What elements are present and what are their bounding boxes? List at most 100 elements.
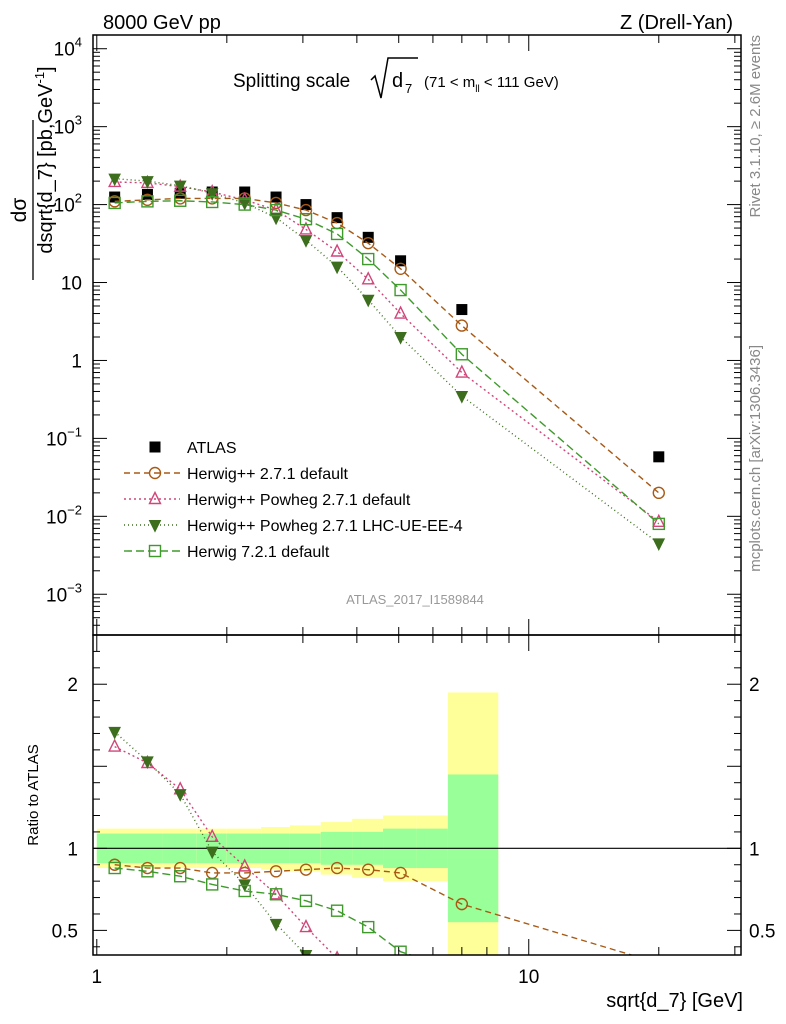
series-1-point (269, 196, 283, 210)
series-1-ratio-point (238, 866, 251, 880)
series-2-point (393, 305, 408, 319)
ratio-tick-label-right: 1 (749, 839, 760, 860)
y-tick-exponent: −2 (67, 502, 82, 517)
ylabel-denominator: dsqrt{d_7} [pb,GeV-1] (32, 66, 57, 253)
ratio-ylabel: Ratio to ATLAS (25, 744, 42, 845)
series-2-point (455, 364, 469, 378)
legend-label: Herwig++ Powheg 2.7.1 default (187, 492, 411, 509)
series-4-point (269, 203, 283, 217)
ylabel-main: dσ dsqrt{d_7} [pb,GeV-1] (8, 66, 57, 280)
ratio-data-layer (93, 692, 741, 1003)
series-4-point (174, 194, 187, 207)
series-1-ratio-point (330, 861, 344, 875)
series-3-ratio-point (363, 982, 374, 993)
title-range-start: (71 < m (424, 74, 475, 91)
y-tick-base: 10 (54, 118, 75, 139)
series-4-ratio-point (108, 861, 121, 875)
legend-label: ATLAS (187, 440, 237, 457)
mcplots-label: mcplots.cern.ch [arXiv:1306.3436] (747, 345, 764, 572)
y-tick-label: 104 (54, 35, 82, 61)
series-2-ratio-point (363, 965, 374, 976)
series-3-line (114, 177, 660, 544)
series-4-ratio-point (394, 945, 407, 955)
series-3-ratio-point (108, 726, 121, 740)
series-2-line (114, 181, 660, 523)
series-4-point (394, 283, 407, 297)
series-2-point (299, 221, 313, 235)
series-4-ratio-point (174, 870, 187, 883)
series-3-point (394, 331, 407, 345)
series-3-point (330, 261, 344, 275)
y-tick-base: 10 (46, 429, 67, 450)
series-3-point (299, 235, 313, 248)
series-3-ratio-point (269, 918, 283, 932)
series-3-point (455, 390, 469, 404)
series-4-point (299, 212, 313, 226)
series-2-point (330, 243, 344, 257)
series-0-point (395, 255, 407, 267)
y-tick-base: 1 (71, 351, 82, 372)
series-1-ratio-point (394, 866, 407, 880)
y-tick-base: 10 (61, 274, 82, 295)
x-tick-label: 1 (92, 967, 103, 988)
title-range-sub: ll (475, 84, 479, 95)
series-1-ratio-point (269, 865, 283, 878)
series-3-ratio-point (205, 846, 219, 860)
y-tick-base: 10 (54, 40, 75, 61)
series-4-point (141, 195, 154, 208)
analysis-watermark: ATLAS_2017_I1589844 (346, 592, 484, 607)
series-3-ratio-point (173, 789, 187, 802)
series-4-point (362, 252, 375, 266)
series-3-point (361, 294, 375, 308)
series-2-ratio-point (108, 738, 122, 752)
series-2-point (361, 271, 375, 285)
rivet-version-label: Rivet 3.1.10, ≥ 2.6M events (747, 35, 764, 218)
header-channel-label: Z (Drell-Yan) (620, 12, 733, 34)
y-tick-exponent: 3 (75, 113, 82, 128)
y-tick-label: 10−2 (46, 502, 82, 528)
title-d-symbol: d (392, 70, 403, 92)
ratio-tick-label-right: 2 (749, 675, 760, 696)
series-3-ratio-point (299, 950, 313, 955)
series-0-point (653, 451, 665, 463)
legend-marker (148, 490, 162, 505)
main-data-layer (108, 173, 666, 551)
ratio-tick-label: 2 (67, 675, 78, 696)
ylabel-numerator: dσ (8, 198, 31, 223)
y-tick-label: 10−3 (46, 580, 82, 606)
series-3-point (173, 180, 187, 194)
y-tick-label: 103 (54, 113, 82, 139)
series-3-point (108, 173, 121, 187)
title-d-sub: 7 (405, 81, 412, 96)
series-1-point (299, 203, 313, 217)
y-tick-label: 10−1 (46, 424, 82, 450)
series-4-ratio-point (299, 894, 313, 908)
legend-marker (148, 466, 162, 480)
series-1-point (455, 319, 469, 332)
title-main: Splitting scale (233, 71, 350, 92)
series-2-ratio-point (269, 886, 283, 900)
plot-title: Splitting scale (233, 71, 350, 92)
y-tick-base: 10 (54, 196, 75, 217)
series-2-ratio-point (205, 828, 219, 843)
series-3-point (205, 188, 219, 201)
series-2-ratio-line (114, 745, 335, 955)
series-4-ratio-point (456, 966, 467, 977)
y-tick-label: 1 (71, 351, 82, 372)
ylabel-den-end: ] (35, 66, 57, 72)
y-tick-base: 10 (46, 585, 67, 606)
series-4-point (330, 227, 344, 241)
series-4-ratio-point (362, 920, 375, 934)
ylabel-den-sup: -1 (32, 72, 47, 84)
header-process-label: 8000 GeV pp (103, 12, 221, 34)
ratio-tick-label: 1 (67, 839, 78, 860)
series-1-point (362, 236, 375, 250)
series-3-ratio-point (395, 992, 406, 1003)
title-sqrt-sign (370, 57, 418, 99)
y-tick-label: 10 (61, 274, 82, 295)
legend-marker (148, 544, 162, 558)
y-tick-base: 10 (46, 507, 67, 528)
title-range-end: < 111 GeV) (480, 74, 559, 91)
series-4-point (652, 517, 665, 531)
